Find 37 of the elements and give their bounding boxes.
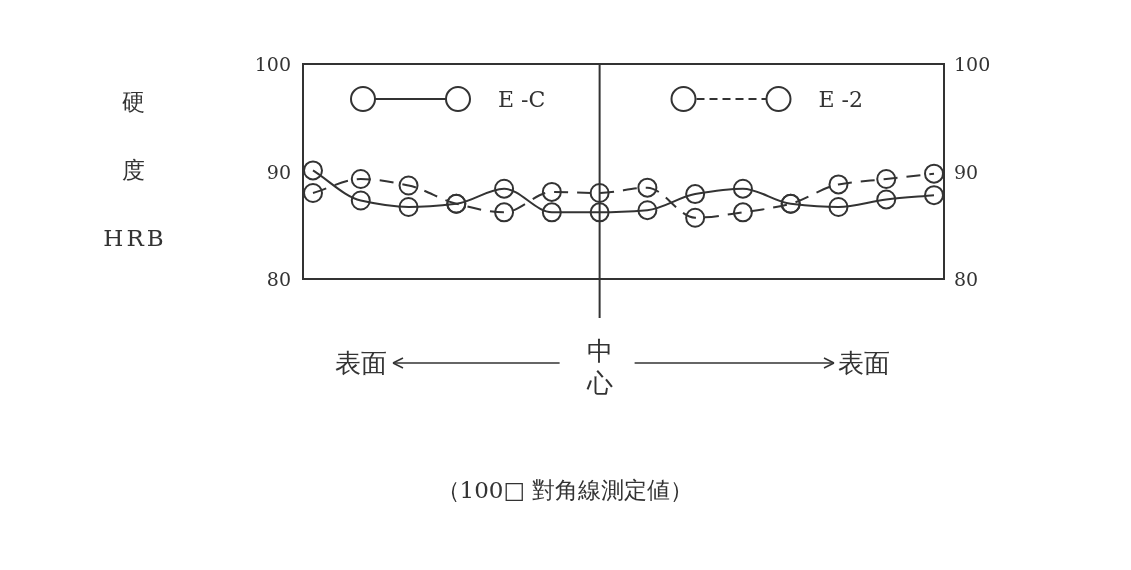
point (350, 169, 371, 190)
point (589, 183, 610, 203)
point (494, 202, 515, 223)
point (876, 169, 897, 190)
y2-tick-label: 100 (954, 53, 991, 75)
point (398, 175, 419, 196)
text: 中心 (585, 336, 613, 398)
point (589, 202, 610, 223)
legend-label: E -C (498, 87, 546, 112)
text: 表面 (838, 348, 890, 378)
point (828, 196, 849, 217)
point (303, 160, 323, 181)
point (303, 183, 323, 203)
point (924, 163, 944, 184)
point (637, 200, 658, 221)
point (541, 181, 562, 202)
point (637, 177, 658, 198)
point (350, 190, 371, 211)
y-tick-label: 90 (266, 160, 291, 183)
text: 硬度HRB (103, 89, 167, 251)
y2-tick-label: 80 (954, 268, 979, 290)
point (924, 185, 944, 206)
point (398, 196, 419, 217)
point (732, 178, 753, 199)
point (494, 178, 515, 199)
text: 表面 (335, 348, 387, 378)
legend-label: E -2 (818, 87, 863, 112)
point (541, 202, 562, 223)
point (828, 174, 849, 195)
point (876, 189, 897, 210)
y-tick-label: 80 (266, 268, 291, 290)
point (685, 184, 706, 205)
text: （100□ 對角線測定値） (436, 477, 694, 503)
point (732, 202, 753, 223)
point (685, 207, 706, 228)
y2-tick-label: 90 (954, 160, 979, 183)
y-tick-label: 100 (254, 53, 291, 75)
